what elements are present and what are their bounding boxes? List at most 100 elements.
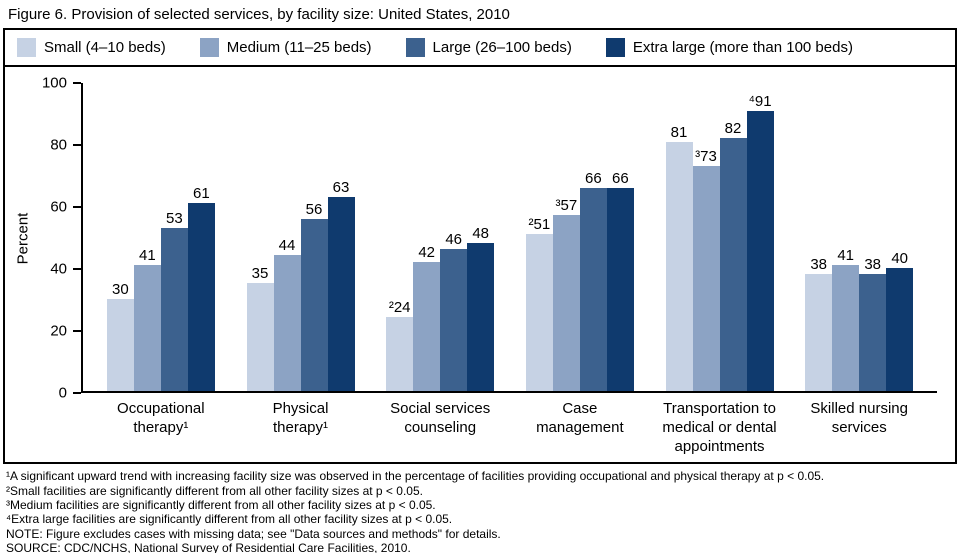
- bar: [106, 298, 134, 391]
- bar-value-label: 53: [165, 209, 183, 227]
- bar-group-5: 38 41 38 40: [789, 83, 929, 391]
- y-tick-mark: [73, 330, 81, 332]
- y-tick-mark: [73, 392, 81, 394]
- legend-item-1: Medium (11–25 beds): [199, 38, 372, 57]
- bar-column: 41: [832, 83, 860, 391]
- bar: [187, 203, 215, 391]
- footnote-2: ²Small facilities are significantly diff…: [6, 483, 423, 498]
- y-tick-label: 20: [50, 322, 67, 340]
- legend-label: Extra large (more than 100 beds): [632, 39, 853, 56]
- footnote-1: ¹A significant upward trend with increas…: [6, 469, 825, 484]
- bar-column: 66: [579, 83, 607, 391]
- bar: [746, 110, 774, 391]
- bar: [413, 261, 441, 391]
- bar: [859, 273, 887, 391]
- chart-box: Small (4–10 beds) Medium (11–25 beds) Larg…: [3, 28, 957, 465]
- bar-column: 41: [133, 83, 161, 391]
- legend-swatch: [405, 38, 425, 57]
- bar-value-label: 46: [445, 231, 463, 249]
- bar: [665, 141, 693, 391]
- bar-value-label: 44: [278, 237, 296, 255]
- bar-column: 40: [886, 83, 914, 391]
- bar-value-label: 40: [891, 249, 909, 267]
- bar-column: ³73: [692, 83, 720, 391]
- figure-title: Figure 6. Provision of selected services…: [8, 6, 510, 23]
- footnote-note: NOTE: Figure excludes cases with missing…: [6, 526, 501, 541]
- bar: [579, 187, 607, 391]
- bar-value-label: 30: [111, 280, 129, 298]
- bar-value-label: 63: [332, 178, 350, 196]
- y-tick-mark: [73, 268, 81, 270]
- bar-column: 48: [467, 83, 495, 391]
- bar-group-1: 35 44 56 63: [231, 83, 371, 391]
- bar-value-label: ²51: [528, 215, 551, 233]
- y-tick-label: 80: [50, 136, 67, 154]
- bar-value-label: ²24: [388, 299, 411, 317]
- chart-body: Percent 0 20 40 60 80 100 30 41 53 61 35 44 56 63 ²24…: [5, 67, 955, 462]
- bar-value-label: 41: [837, 246, 855, 264]
- bar-value-label: ⁴91: [748, 92, 772, 110]
- bar: [525, 233, 553, 391]
- bar-value-label: 42: [418, 243, 436, 261]
- x-category-label: Physical therapy¹: [272, 400, 329, 436]
- bar-value-label: 38: [810, 255, 828, 273]
- y-tick-mark: [73, 206, 81, 208]
- bar-column: 38: [859, 83, 887, 391]
- bar: [886, 267, 914, 391]
- bar-column: ³57: [552, 83, 580, 391]
- legend-item-0: Small (4–10 beds): [17, 38, 166, 57]
- y-tick-label: 100: [41, 74, 67, 92]
- bar-column: 46: [440, 83, 468, 391]
- bar: [133, 264, 161, 391]
- legend-item-2: Large (26–100 beds): [405, 38, 572, 57]
- x-category-label: Transportation to medical or dental appo…: [662, 400, 777, 455]
- bar: [386, 317, 414, 391]
- bar: [719, 138, 747, 391]
- bar-column: 81: [665, 83, 693, 391]
- plot-area: 30 41 53 61 35 44 56 63 ²24 42 46 48 ²51 ³57 66 66 81 ³73…: [81, 83, 937, 393]
- bar-column: ²51: [525, 83, 553, 391]
- bar-column: 61: [187, 83, 215, 391]
- x-category-label: Skilled nursing services: [810, 400, 908, 436]
- footnotes: ¹A significant upward trend with increas…: [0, 464, 960, 553]
- bar: [273, 255, 301, 391]
- bar-column: 30: [106, 83, 134, 391]
- y-axis: 0 20 40 60 80 100: [35, 76, 81, 401]
- bar-column: 66: [606, 83, 634, 391]
- bar-value-label: 66: [612, 169, 629, 187]
- bar-group-0: 30 41 53 61: [91, 83, 231, 391]
- bar-column: ²24: [386, 83, 414, 391]
- bar-group-3: ²51 ³57 66 66: [510, 83, 650, 391]
- bar-value-label: 48: [472, 225, 490, 243]
- bar-value-label: 81: [670, 123, 688, 141]
- y-axis-title-column: Percent: [11, 83, 35, 393]
- bar-group-4: 81 ³73 82 ⁴91: [650, 83, 790, 391]
- footnote-4: ⁴Extra large facilities are significantl…: [6, 512, 453, 527]
- bar-value-label: 82: [724, 120, 742, 138]
- y-tick-mark: [73, 144, 81, 146]
- bar-value-label: ³57: [555, 197, 578, 215]
- bar-value-label: ³73: [695, 148, 717, 166]
- legend: Small (4–10 beds) Medium (11–25 beds) Larg…: [5, 30, 955, 67]
- bar: [692, 166, 720, 391]
- bar-value-label: 38: [864, 255, 882, 273]
- x-category-label: Social services counseling: [390, 400, 491, 436]
- legend-swatch: [605, 38, 625, 57]
- bar-value-label: 61: [192, 185, 210, 203]
- legend-label: Medium (11–25 beds): [226, 39, 372, 56]
- y-axis-title: Percent: [14, 212, 32, 264]
- bar-column: 82: [719, 83, 747, 391]
- legend-label: Small (4–10 beds): [44, 39, 166, 56]
- legend-item-3: Extra large (more than 100 beds): [605, 38, 853, 57]
- bar: [606, 187, 634, 391]
- bar: [552, 215, 580, 391]
- y-tick-mark: [73, 82, 81, 84]
- plot-wrap: 30 41 53 61 35 44 56 63 ²24 42 46 48 ²51 ³57 66 66 81 ³73…: [81, 83, 937, 456]
- x-category-label: Occupational therapy¹: [117, 400, 205, 436]
- bar: [832, 264, 860, 391]
- bar: [805, 273, 833, 391]
- y-tick-label: 60: [50, 198, 67, 216]
- bar-column: 53: [160, 83, 188, 391]
- bar: [160, 227, 188, 391]
